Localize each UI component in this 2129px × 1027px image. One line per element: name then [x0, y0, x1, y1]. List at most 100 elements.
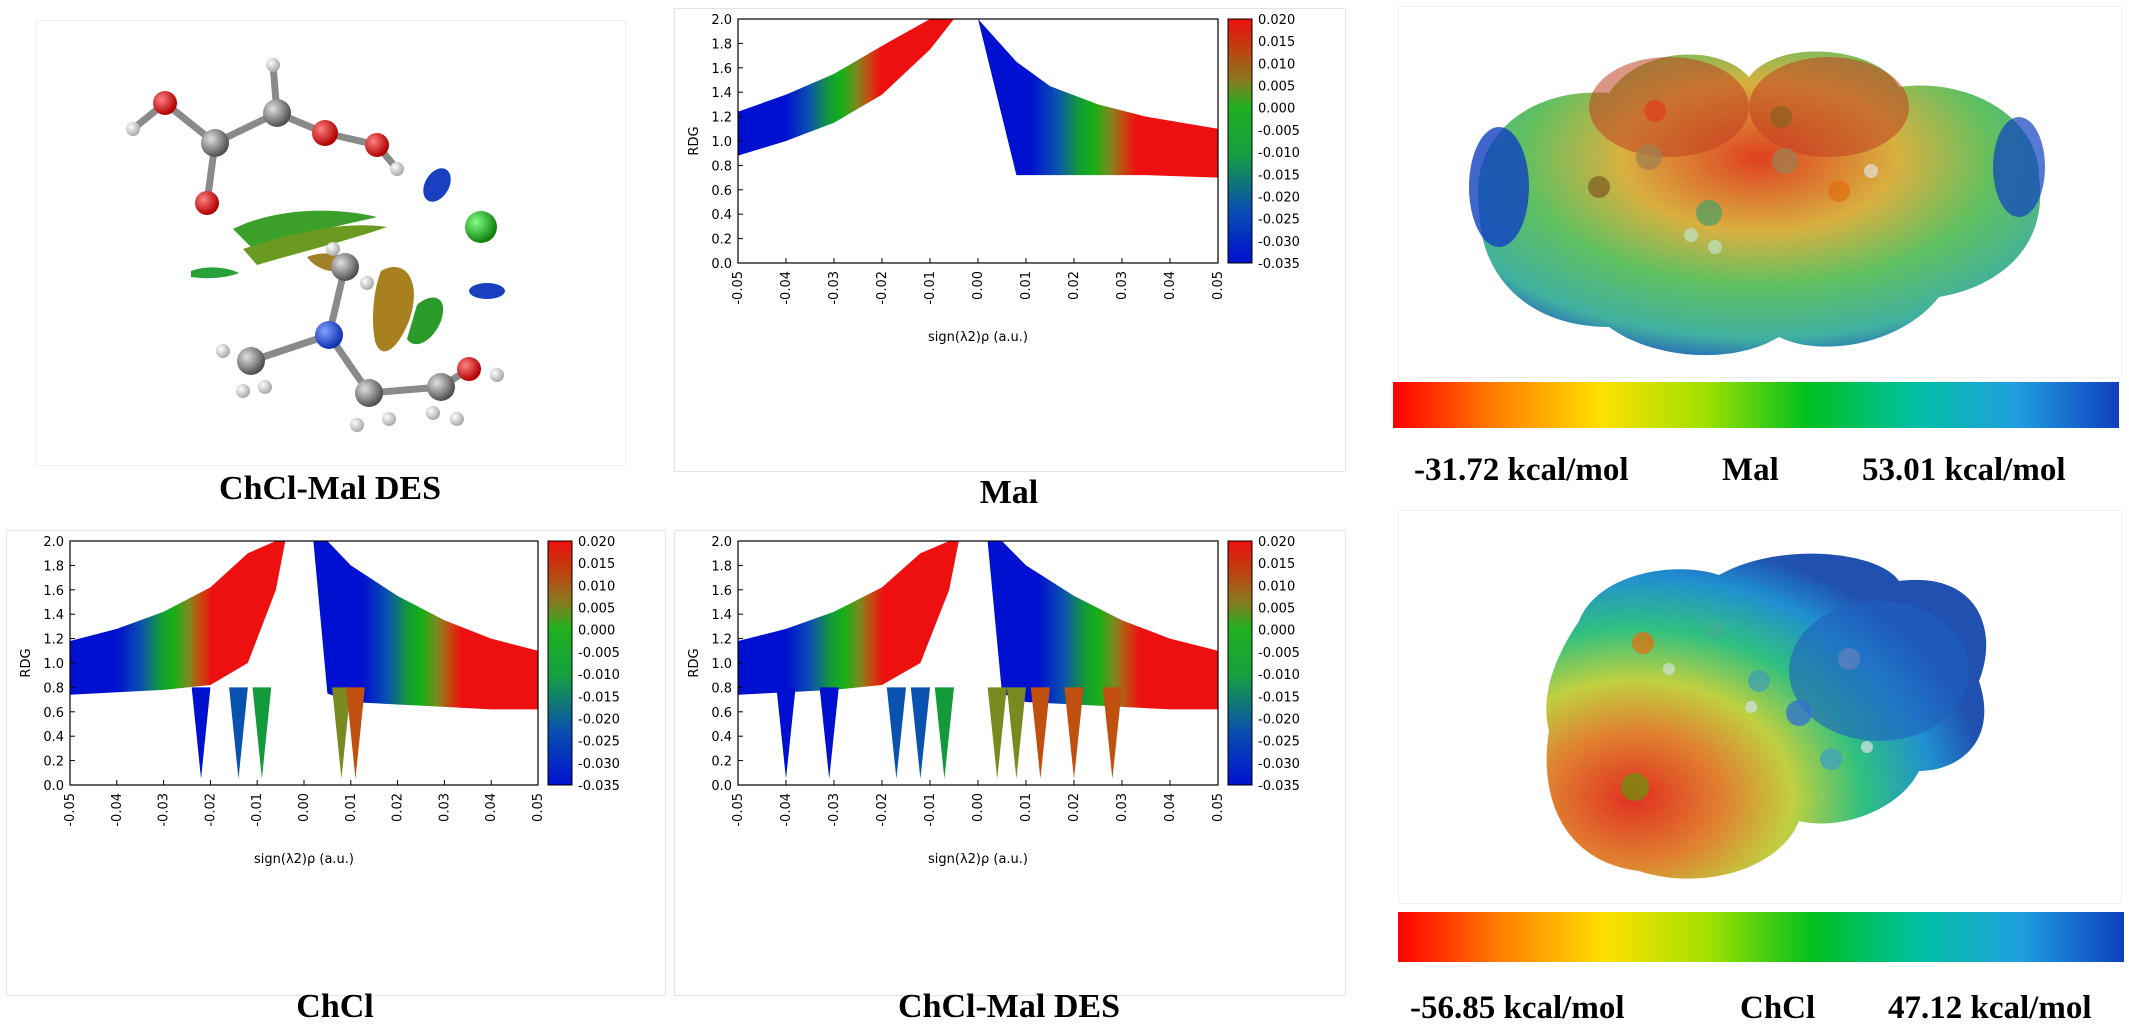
- y-tick-label: 1.8: [711, 559, 732, 574]
- colorbar-tick-label: 0.005: [1258, 80, 1295, 95]
- colorbar-tick-label: -0.010: [1258, 668, 1300, 683]
- scatter-spike: [191, 687, 211, 779]
- scatter-spike: [1006, 687, 1026, 779]
- scatter-points: [738, 19, 1218, 178]
- colorbar-tick-label: -0.030: [1258, 757, 1300, 772]
- x-tick-label: 0.04: [484, 793, 499, 822]
- scatter-spike: [1064, 687, 1084, 779]
- colorbar: [547, 540, 573, 786]
- x-tick-label: 0.05: [1211, 793, 1226, 822]
- colorbar-tick-label: -0.030: [1258, 235, 1300, 250]
- colorbar-tick-label: 0.000: [1258, 624, 1295, 639]
- colorbar-tick-label: 0.020: [1258, 13, 1295, 28]
- y-tick-label: 0.2: [43, 755, 64, 770]
- x-axis-label: sign(λ2)ρ (a.u.): [928, 852, 1028, 867]
- x-tick-label: 0.03: [1115, 793, 1130, 822]
- x-tick-label: 0.02: [391, 793, 406, 822]
- y-tick-label: 0.0: [711, 779, 732, 794]
- esp-max-label-chcl: 47.12 kcal/mol: [1888, 990, 2092, 1026]
- x-tick-label: -0.02: [875, 271, 890, 305]
- caption-plot-des: ChCl-Mal DES: [898, 988, 1120, 1025]
- colorbar-tick-label: -0.035: [1258, 779, 1300, 794]
- x-axis-label: sign(λ2)ρ (a.u.): [928, 330, 1028, 345]
- x-tick-label: 0.03: [437, 793, 452, 822]
- y-tick-label: 1.6: [711, 584, 732, 599]
- x-tick-label: -0.05: [731, 271, 746, 305]
- y-tick-label: 0.8: [43, 681, 64, 696]
- scatter-region-left: [738, 19, 954, 156]
- caption-plot-chcl: ChCl: [296, 988, 374, 1025]
- colorbar-tick-label: -0.025: [1258, 213, 1300, 228]
- x-tick-label: 0.00: [971, 271, 986, 300]
- colorbar-tick-label: -0.025: [1258, 735, 1300, 750]
- y-tick-label: 0.0: [43, 779, 64, 794]
- y-tick-label: 0.6: [43, 706, 64, 721]
- x-tick-label: -0.04: [779, 271, 794, 305]
- x-tick-label: 0.00: [297, 793, 312, 822]
- x-tick-label: 0.04: [1163, 793, 1178, 822]
- x-tick-label: -0.01: [250, 793, 265, 827]
- esp-name-label-chcl: ChCl: [1740, 990, 1816, 1026]
- x-tick-label: -0.05: [63, 793, 78, 827]
- colorbar-tick-label: -0.030: [578, 757, 620, 772]
- esp-surface-chcl: [1546, 553, 1987, 879]
- colorbar-tick-label: -0.015: [1258, 690, 1300, 705]
- colorbar-tick-label: -0.005: [1258, 646, 1300, 661]
- colorbar-tick-label: 0.015: [1258, 35, 1295, 50]
- y-axis-label: RDG: [687, 126, 702, 155]
- colorbar-tick-label: 0.020: [1258, 535, 1295, 550]
- esp-map-mal-box: [1398, 6, 2122, 378]
- colorbar-tick-label: 0.010: [1258, 57, 1295, 72]
- colorbar-tick-label: 0.005: [578, 602, 615, 617]
- esp-colorbar-chcl: [1398, 912, 2124, 962]
- colorbar-tick-label: 0.000: [578, 624, 615, 639]
- y-tick-label: 1.8: [43, 559, 64, 574]
- scatter-spike: [1102, 687, 1122, 779]
- y-tick-label: 1.0: [43, 657, 64, 672]
- scatter-points: [70, 541, 538, 779]
- scatter-spike: [346, 687, 365, 779]
- esp-max-label-mal: 53.01 kcal/mol: [1862, 452, 2066, 488]
- y-tick-label: 0.2: [711, 233, 732, 248]
- colorbar-tick-label: -0.020: [1258, 190, 1300, 205]
- y-tick-label: 0.0: [711, 257, 732, 272]
- y-tick-label: 0.2: [711, 755, 732, 770]
- y-tick-label: 1.0: [711, 657, 732, 672]
- scatter-spike: [252, 687, 272, 779]
- x-tick-label: 0.04: [1163, 271, 1178, 300]
- colorbar: [1227, 540, 1253, 786]
- scatter-spike: [819, 687, 839, 779]
- y-tick-label: 1.2: [43, 633, 64, 648]
- y-tick-label: 2.0: [43, 535, 64, 550]
- colorbar-tick-label: -0.025: [578, 735, 620, 750]
- scatter-spike: [987, 687, 1007, 779]
- scatter-points: [738, 541, 1218, 779]
- colorbar-tick-label: -0.010: [578, 668, 620, 683]
- x-tick-label: 0.02: [1067, 271, 1082, 300]
- scatter-region-right: [987, 541, 1218, 710]
- y-tick-label: 1.8: [711, 37, 732, 52]
- scatter-spike: [910, 687, 930, 779]
- molecule-render: [126, 58, 505, 432]
- scatter-spike: [934, 687, 954, 779]
- y-tick-label: 1.6: [711, 62, 732, 77]
- colorbar-tick-label: 0.020: [578, 535, 615, 550]
- x-tick-label: 0.01: [1019, 271, 1034, 300]
- x-tick-label: -0.03: [827, 271, 842, 305]
- x-tick-label: 0.05: [531, 793, 546, 822]
- scatter-region-right: [313, 541, 538, 710]
- x-tick-label: 0.01: [344, 793, 359, 822]
- colorbar-tick-label: 0.015: [578, 557, 615, 572]
- y-tick-label: 0.4: [711, 208, 732, 223]
- colorbar: [1227, 18, 1253, 264]
- scatter-spike: [229, 687, 248, 779]
- x-tick-label: 0.02: [1067, 793, 1082, 822]
- x-tick-label: 0.01: [1019, 793, 1034, 822]
- x-tick-label: 0.00: [971, 793, 986, 822]
- scatter-region-right: [978, 19, 1218, 178]
- colorbar-tick-label: -0.020: [1258, 712, 1300, 727]
- colorbar-tick-label: -0.015: [1258, 168, 1300, 183]
- esp-name-label-mal: Mal: [1722, 452, 1779, 488]
- colorbar-tick-label: -0.035: [578, 779, 620, 794]
- esp-colorbar-mal: [1393, 382, 2119, 428]
